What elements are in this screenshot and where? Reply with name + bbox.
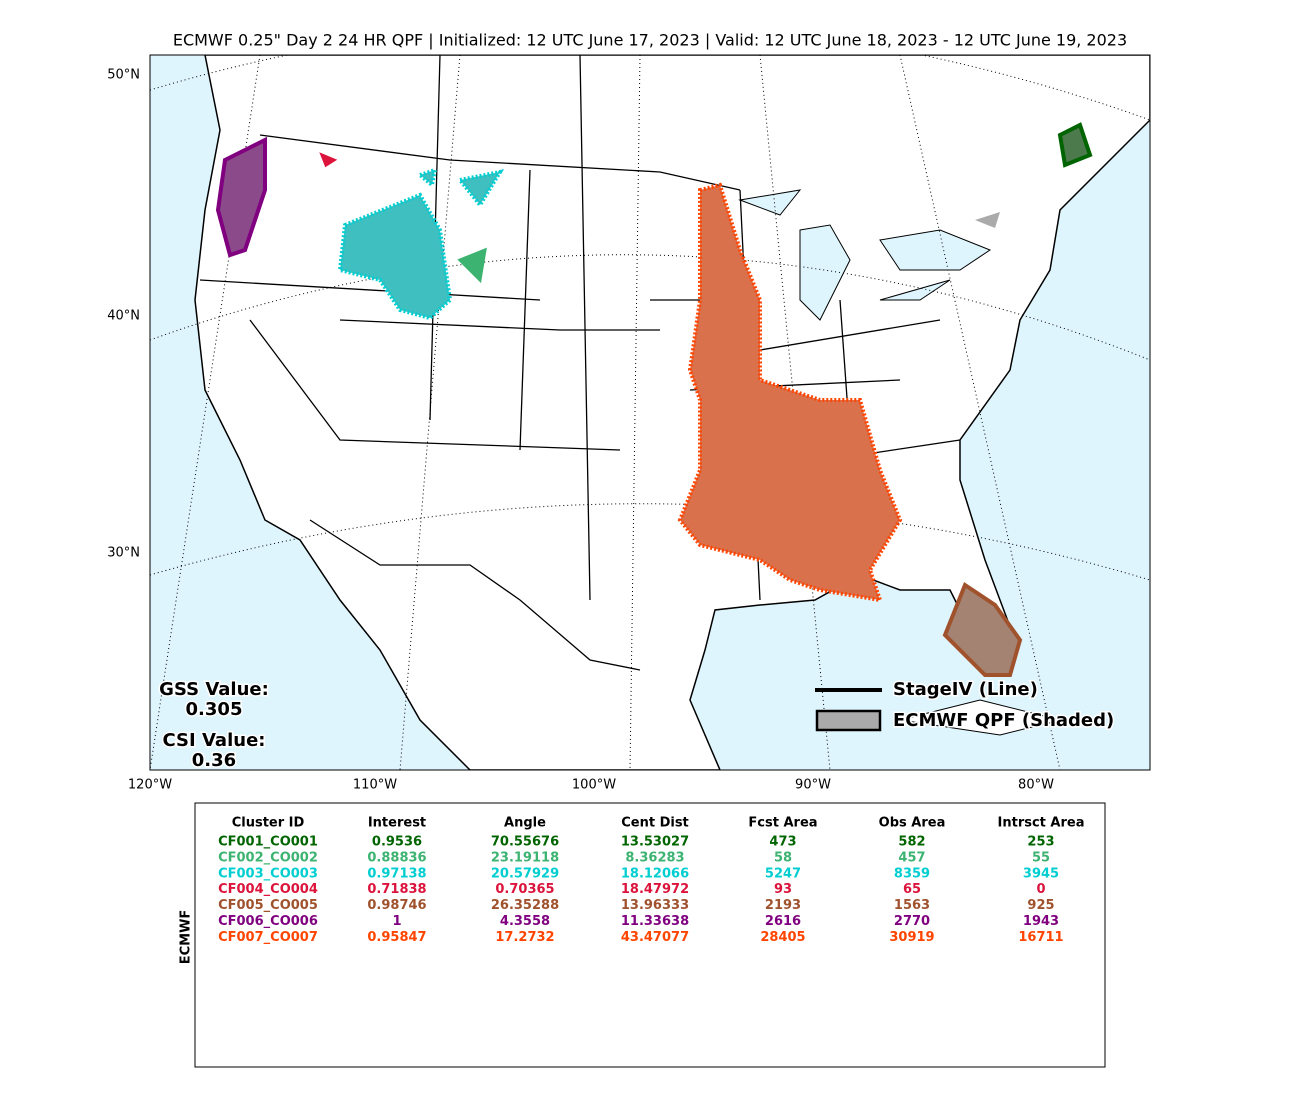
lon-label: 90°W xyxy=(795,778,831,793)
table-cell: CF002_CO002 xyxy=(218,850,318,865)
table-header: Fcst Area xyxy=(748,816,817,831)
table-cell: 5247 xyxy=(765,866,801,881)
table-header: Intrsct Area xyxy=(998,816,1085,831)
cluster-3 xyxy=(337,167,505,321)
table-cell: 0.98746 xyxy=(367,898,426,913)
table-cell: 1 xyxy=(392,914,401,929)
cluster-7 xyxy=(677,182,903,603)
lat-label: 30°N xyxy=(107,546,140,561)
legend-label: ECMWF QPF (Shaded) xyxy=(893,710,1114,731)
table-cell: 0.71838 xyxy=(367,882,426,897)
table-cell: 4.3558 xyxy=(500,914,550,929)
table-cell: 0 xyxy=(1036,882,1045,897)
title: ECMWF 0.25" Day 2 24 HR QPF | Initialize… xyxy=(173,31,1127,50)
table-cell: 16711 xyxy=(1018,930,1063,945)
csi-label: CSI Value: xyxy=(163,730,266,751)
lon-label: 100°W xyxy=(572,778,616,793)
table-cell: CF005_CO005 xyxy=(218,898,318,913)
table-header: Cluster ID xyxy=(232,816,305,831)
table-header: Angle xyxy=(504,816,546,831)
table-cell: 253 xyxy=(1027,835,1054,850)
legend: StageIV (Line) ECMWF QPF (Shaded) xyxy=(815,678,1116,733)
other-obj xyxy=(975,212,1000,228)
table-cell: 8.36283 xyxy=(625,850,684,865)
table-cell: 18.12066 xyxy=(621,866,689,881)
table-cell: 26.35288 xyxy=(491,898,559,913)
cluster-5 xyxy=(942,581,1023,677)
table-cell: 20.57929 xyxy=(491,866,559,881)
table-cell: 11.33638 xyxy=(621,914,689,929)
table-header: Interest xyxy=(368,816,426,831)
table-cell: 0.9536 xyxy=(372,835,422,850)
table-cell: 13.53027 xyxy=(621,835,689,850)
table-cell: 30919 xyxy=(889,930,934,945)
table-cell: 2193 xyxy=(765,898,801,913)
cluster-1 xyxy=(1057,122,1093,168)
table-frame xyxy=(194,802,1106,1068)
map-frame xyxy=(149,54,1151,771)
cluster-2 xyxy=(457,247,487,284)
table-cell: CF006_CO006 xyxy=(218,914,318,929)
cluster-6 xyxy=(215,136,267,258)
table-cell: 18.47972 xyxy=(621,882,689,897)
table-cell: 2616 xyxy=(765,914,801,929)
table-cell: 28405 xyxy=(760,930,805,945)
great-lakes xyxy=(738,189,992,321)
table-header: Cent Dist xyxy=(621,816,689,831)
table-cell: CF001_CO001 xyxy=(218,835,318,850)
lat-label: 40°N xyxy=(107,309,140,324)
table-cell: 457 xyxy=(898,850,925,865)
table-cell: 55 xyxy=(1032,850,1050,865)
cuba xyxy=(899,699,1061,736)
table-cell: CF007_CO007 xyxy=(218,930,318,945)
table-cell: 0.70365 xyxy=(495,882,554,897)
table-cell: 925 xyxy=(1027,898,1054,913)
table-cell: 70.55676 xyxy=(491,835,559,850)
table-cell: 0.97138 xyxy=(367,866,426,881)
cluster-4 xyxy=(319,152,338,168)
csi-value: 0.36 xyxy=(192,750,236,771)
table-cell: 0.95847 xyxy=(367,930,426,945)
table-cell: 13.96333 xyxy=(621,898,689,913)
legend-swatch xyxy=(815,709,882,732)
lon-label: 110°W xyxy=(353,778,397,793)
table-cell: 65 xyxy=(903,882,921,897)
table-cell: 2770 xyxy=(894,914,930,929)
table-side-label: ECMWF xyxy=(179,910,194,965)
table-cell: 23.19118 xyxy=(491,850,559,865)
table-cell: CF004_CO004 xyxy=(218,882,318,897)
table-cell: 1943 xyxy=(1023,914,1059,929)
table-cell: CF003_CO003 xyxy=(218,866,318,881)
table-cell: 1563 xyxy=(894,898,930,913)
table-cell: 8359 xyxy=(894,866,930,881)
stats: GSS Value: 0.305 CSI Value: 0.36 xyxy=(158,678,271,773)
table-cell: 17.2732 xyxy=(495,930,554,945)
table-cell: 0.88836 xyxy=(367,850,426,865)
table-header: Obs Area xyxy=(879,816,946,831)
table-cell: 582 xyxy=(898,835,925,850)
lon-label: 120°W xyxy=(128,778,172,793)
gss-value: 0.305 xyxy=(186,699,243,720)
table-cell: 473 xyxy=(769,835,796,850)
gss-label: GSS Value: xyxy=(159,679,269,700)
lon-label: 80°W xyxy=(1018,778,1054,793)
table-cell: 58 xyxy=(774,850,792,865)
table-cell: 3945 xyxy=(1023,866,1059,881)
table-cell: 93 xyxy=(774,882,792,897)
map xyxy=(150,55,1150,770)
table-cell: 43.47077 xyxy=(621,930,689,945)
legend-label: StageIV (Line) xyxy=(893,679,1038,700)
lat-label: 50°N xyxy=(107,68,140,83)
